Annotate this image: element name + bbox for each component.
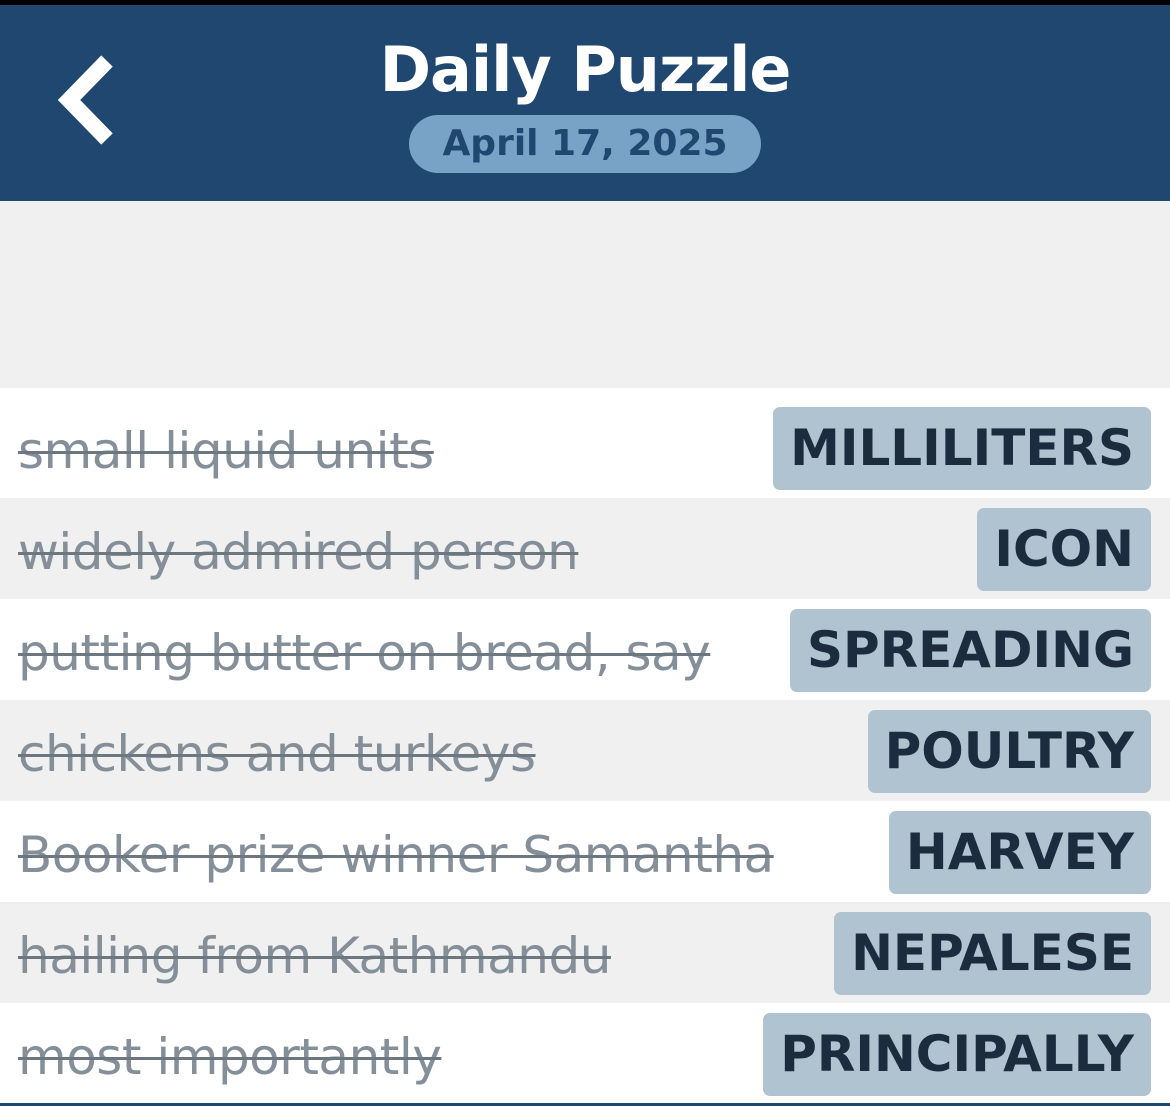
clue-text: small liquid units <box>18 422 434 480</box>
answer-badge: MILLILITERS <box>773 407 1151 490</box>
puzzle-area <box>0 201 1170 388</box>
clue-row[interactable]: most importantly PRINCIPALLY <box>0 1003 1170 1104</box>
clue-text: most importantly <box>18 1028 442 1086</box>
clue-text: widely admired person <box>18 523 579 581</box>
status-bar <box>0 0 1170 5</box>
answer-badge: NEPALESE <box>834 912 1151 995</box>
clue-list: small liquid units MILLILITERS widely adm… <box>0 388 1170 1104</box>
clue-row[interactable]: hailing from Kathmandu NEPALESE <box>0 902 1170 1003</box>
header: Daily Puzzle April 17, 2025 <box>0 5 1170 201</box>
clue-row[interactable]: chickens and turkeys POULTRY <box>0 700 1170 801</box>
answer-badge: POULTRY <box>867 710 1151 793</box>
answer-badge: HARVEY <box>888 811 1151 894</box>
clue-text: putting butter on bread, say <box>18 624 711 682</box>
clue-text: hailing from Kathmandu <box>18 927 611 985</box>
bottom-divider <box>0 1103 1170 1106</box>
answer-badge: PRINCIPALLY <box>763 1013 1151 1096</box>
clue-text: chickens and turkeys <box>18 725 536 783</box>
date-badge: April 17, 2025 <box>409 115 761 173</box>
chevron-left-icon <box>57 55 113 145</box>
back-button[interactable] <box>55 53 125 148</box>
answer-badge: SPREADING <box>789 609 1151 692</box>
clue-row[interactable]: small liquid units MILLILITERS <box>0 388 1170 498</box>
clue-text: Booker prize winner Samantha <box>18 826 774 884</box>
clue-row[interactable]: putting butter on bread, say SPREADING <box>0 599 1170 700</box>
clue-row[interactable]: widely admired person ICON <box>0 498 1170 599</box>
page-title: Daily Puzzle <box>379 33 792 106</box>
clue-row[interactable]: Booker prize winner Samantha HARVEY <box>0 801 1170 902</box>
answer-badge: ICON <box>977 508 1151 591</box>
